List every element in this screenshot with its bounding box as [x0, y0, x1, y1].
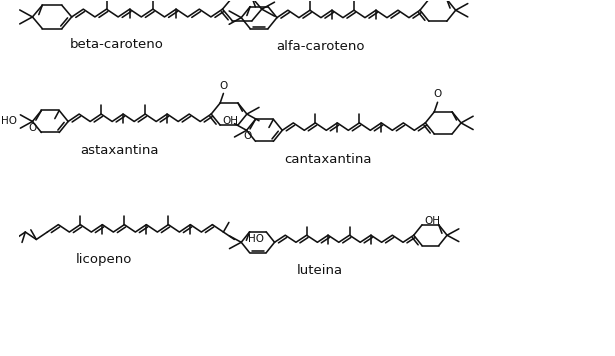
Text: alfa-caroteno: alfa-caroteno [277, 40, 365, 53]
Text: O: O [220, 80, 228, 90]
Text: licopeno: licopeno [76, 253, 132, 266]
Text: O: O [434, 89, 442, 99]
Text: O: O [29, 123, 37, 133]
Text: beta-caroteno: beta-caroteno [70, 38, 164, 52]
Text: HO: HO [1, 116, 17, 126]
Text: cantaxantina: cantaxantina [284, 153, 372, 166]
Text: OH: OH [424, 216, 440, 226]
Text: luteina: luteina [296, 264, 343, 277]
Text: astaxantina: astaxantina [81, 144, 159, 157]
Text: OH: OH [223, 116, 239, 126]
Text: O: O [244, 131, 252, 141]
Text: HO: HO [248, 234, 264, 244]
